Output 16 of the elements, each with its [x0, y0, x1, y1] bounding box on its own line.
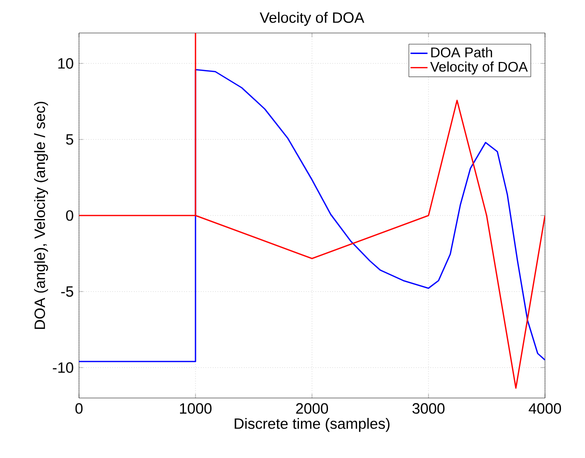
y-tick-label: 0 [66, 210, 74, 221]
x-tick-label: 1000 [180, 403, 212, 414]
chart-title: Velocity of DOA [260, 12, 364, 26]
x-tick-label: 3000 [412, 403, 445, 414]
x-tick-label: 0 [75, 403, 83, 414]
x-tick-label: 4000 [528, 403, 562, 414]
line-series [79, 32, 545, 389]
legend-label: Velocity of DOA [430, 61, 528, 74]
legend-label: DOA Path [431, 47, 492, 58]
x-axis-title: Discrete time (samples) [234, 418, 390, 432]
y-axis-title: DOA (angle), Velocity (angle / sec) [34, 102, 48, 329]
x-tick-label: 2000 [296, 403, 328, 414]
y-tick-label: 5 [66, 134, 74, 145]
y-tick-label: -10 [52, 362, 74, 373]
y-tick-label: 10 [58, 58, 74, 69]
y-tick-label: -5 [61, 286, 74, 297]
